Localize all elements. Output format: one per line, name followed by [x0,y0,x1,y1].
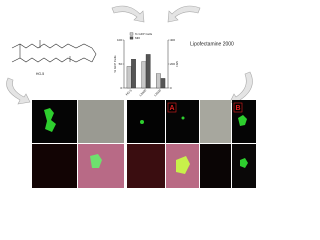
y-tick-label: 50 [119,62,123,66]
bar [145,54,151,89]
image [78,100,124,143]
y-axis-label: % GFP Cells [113,55,117,73]
legend-swatch [129,36,134,40]
figure: HG-5 Lipofectamine 2000 A B 0 50 100 0 200 40… [6,5,256,188]
image [200,144,231,188]
image [200,100,231,143]
y2-tick-label: 0 [170,86,172,90]
image [127,100,165,143]
image [32,144,77,188]
panel-box [167,102,177,113]
bar [141,61,147,89]
arrow [111,5,145,23]
bar [126,66,132,89]
cells [90,154,102,168]
cells [240,158,248,168]
legend-label: % GFP Cells [135,32,153,36]
cells [181,116,185,120]
cells [238,115,247,126]
x-tick-label: HG-5 [125,88,133,96]
structure [11,40,97,63]
panel-label: B [235,105,240,112]
image [78,144,124,188]
micrographs [32,100,256,188]
y-tick-label: 100 [117,38,122,42]
bar [156,73,161,89]
legend-swatch [129,32,134,36]
compound-label: HG-5 [36,72,44,76]
reagent-label: Lipofectamine 2000 [190,41,234,47]
y2-tick-label: 400 [170,38,175,42]
y-tick-label: 0 [120,86,122,90]
arrow [167,5,201,23]
image [32,100,77,143]
bar [160,78,166,89]
x-tick-label: L2000 [139,88,148,97]
arrow [6,77,31,105]
cells [176,156,190,174]
arrow [229,71,253,105]
legend-label: MFI [135,36,140,40]
y2-axis-label: MFI [175,61,179,66]
cells [140,120,144,124]
bar [131,59,136,89]
x-tick-label: L2000 [153,88,162,97]
y2-tick-label: 200 [170,62,175,66]
panel-box [233,102,243,113]
image [127,144,165,188]
panel-label: A [169,105,174,112]
cells [44,108,56,132]
